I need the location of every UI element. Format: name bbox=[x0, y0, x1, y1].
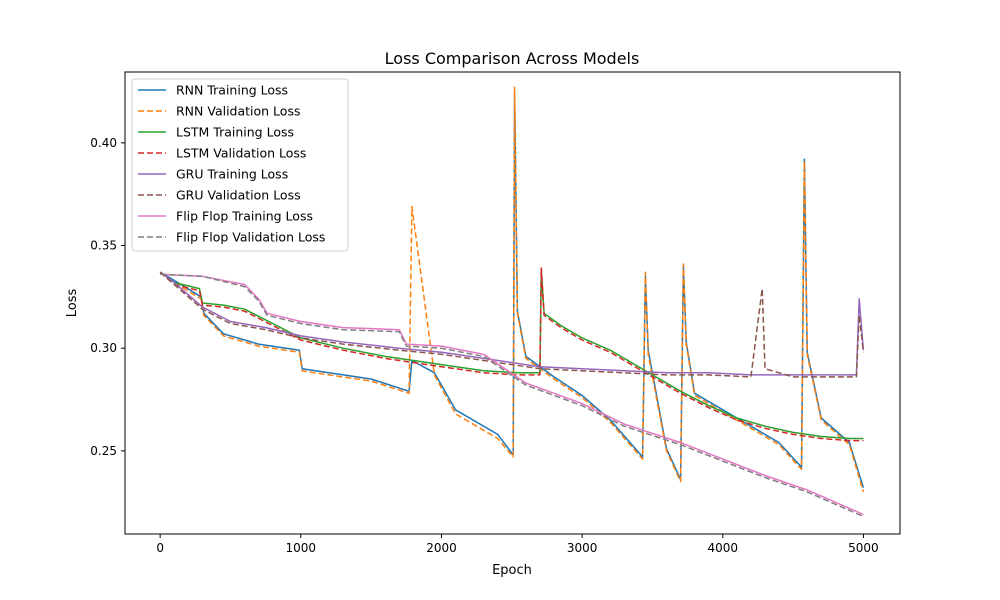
y-tick-label: 0.35 bbox=[90, 239, 117, 253]
legend-label: GRU Training Loss bbox=[176, 167, 288, 182]
x-tick-label: 0 bbox=[156, 541, 164, 555]
legend-box bbox=[131, 78, 349, 252]
x-axis: 0 1000 2000 3000 4000 5000 bbox=[156, 534, 879, 555]
legend-label: RNN Training Loss bbox=[176, 83, 288, 98]
legend-label: GRU Validation Loss bbox=[176, 188, 301, 203]
plot-area-frame bbox=[124, 71, 901, 535]
x-tick-label: 5000 bbox=[848, 541, 879, 555]
legend-label: RNN Validation Loss bbox=[176, 104, 300, 119]
y-tick-label: 0.30 bbox=[90, 341, 117, 355]
y-tick-label: 0.25 bbox=[90, 444, 117, 458]
x-tick-label: 1000 bbox=[286, 541, 317, 555]
x-tick-label: 2000 bbox=[426, 541, 457, 555]
series-line-5 bbox=[159, 271, 865, 378]
legend-label: Flip Flop Training Loss bbox=[176, 209, 313, 224]
series-line-7 bbox=[160, 273, 864, 518]
series-line-1 bbox=[159, 86, 865, 493]
x-axis-label: Epoch bbox=[492, 563, 532, 578]
y-axis-label: Loss bbox=[65, 289, 80, 318]
y-tick-label: 0.40 bbox=[90, 136, 117, 150]
x-tick-label: 3000 bbox=[567, 541, 598, 555]
series-line-4 bbox=[159, 271, 865, 376]
chart-title: Loss Comparison Across Models bbox=[385, 49, 640, 68]
series-layer bbox=[159, 86, 865, 518]
legend-label: Flip Flop Validation Loss bbox=[176, 230, 325, 245]
x-tick-label: 4000 bbox=[708, 541, 739, 555]
y-axis: 0.25 0.30 0.35 0.40 bbox=[90, 136, 125, 458]
legend-label: LSTM Validation Loss bbox=[176, 146, 306, 161]
series-line-3 bbox=[159, 267, 864, 442]
legend-label: LSTM Training Loss bbox=[176, 125, 294, 140]
series-line-6 bbox=[160, 273, 864, 516]
legend: RNN Training Loss RNN Validation Loss LSTM… bbox=[131, 78, 349, 252]
